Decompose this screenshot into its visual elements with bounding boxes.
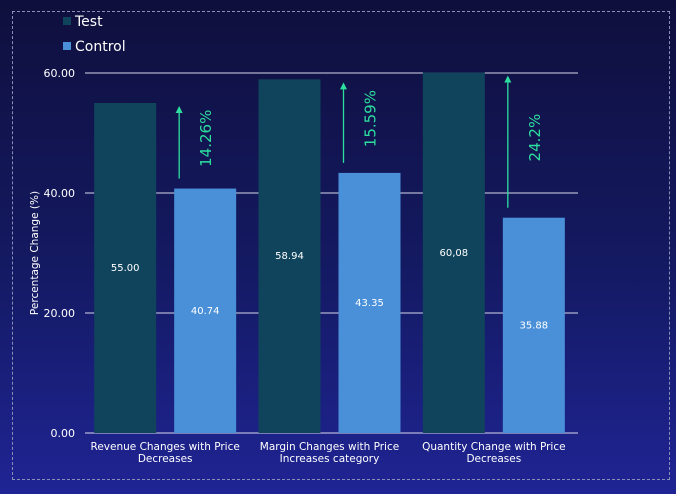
legend-label-control: Control [75,39,126,55]
percent-annotation: 15.59% [362,90,380,147]
bar-test [258,79,321,434]
y-tick-label: 40.00 [44,187,76,200]
y-tick-label: 20.00 [44,307,76,320]
bar-control [338,172,401,433]
x-tick-label: Decreases [138,453,193,465]
legend-label-test: Test [74,14,103,30]
data-label: 35.88 [520,320,549,331]
x-tick-label: Revenue Changes with Price [91,441,240,453]
x-tick-label: Increases category [280,453,380,465]
y-axis-label: Percentage Change (%) [29,191,41,315]
data-label: 55.00 [111,263,140,274]
bar-test [422,72,485,434]
x-tick-label: Decreases [466,453,521,465]
increase-arrow-head [504,75,512,83]
percent-annotation: 14.26% [197,110,215,167]
legend-swatch-control [63,42,71,50]
increase-arrow-head [340,82,347,90]
data-label: 58.94 [275,251,304,262]
increase-arrow-head [175,106,183,113]
chart-frame [12,11,670,480]
bar-control [174,188,237,433]
y-tick-label: 0.00 [51,427,76,440]
x-tick-label: Margin Changes with Price [260,441,399,453]
y-tick-label: 60.00 [44,67,76,80]
data-label: 60,08 [440,248,469,259]
data-label: 43.35 [355,298,384,309]
bar-test [94,103,157,433]
percent-annotation: 24.2% [526,114,544,162]
legend-swatch-test [63,17,71,25]
x-tick-label: Quantity Change with Price [422,441,565,453]
bar-control [502,217,565,433]
data-label: 40.74 [191,306,220,317]
